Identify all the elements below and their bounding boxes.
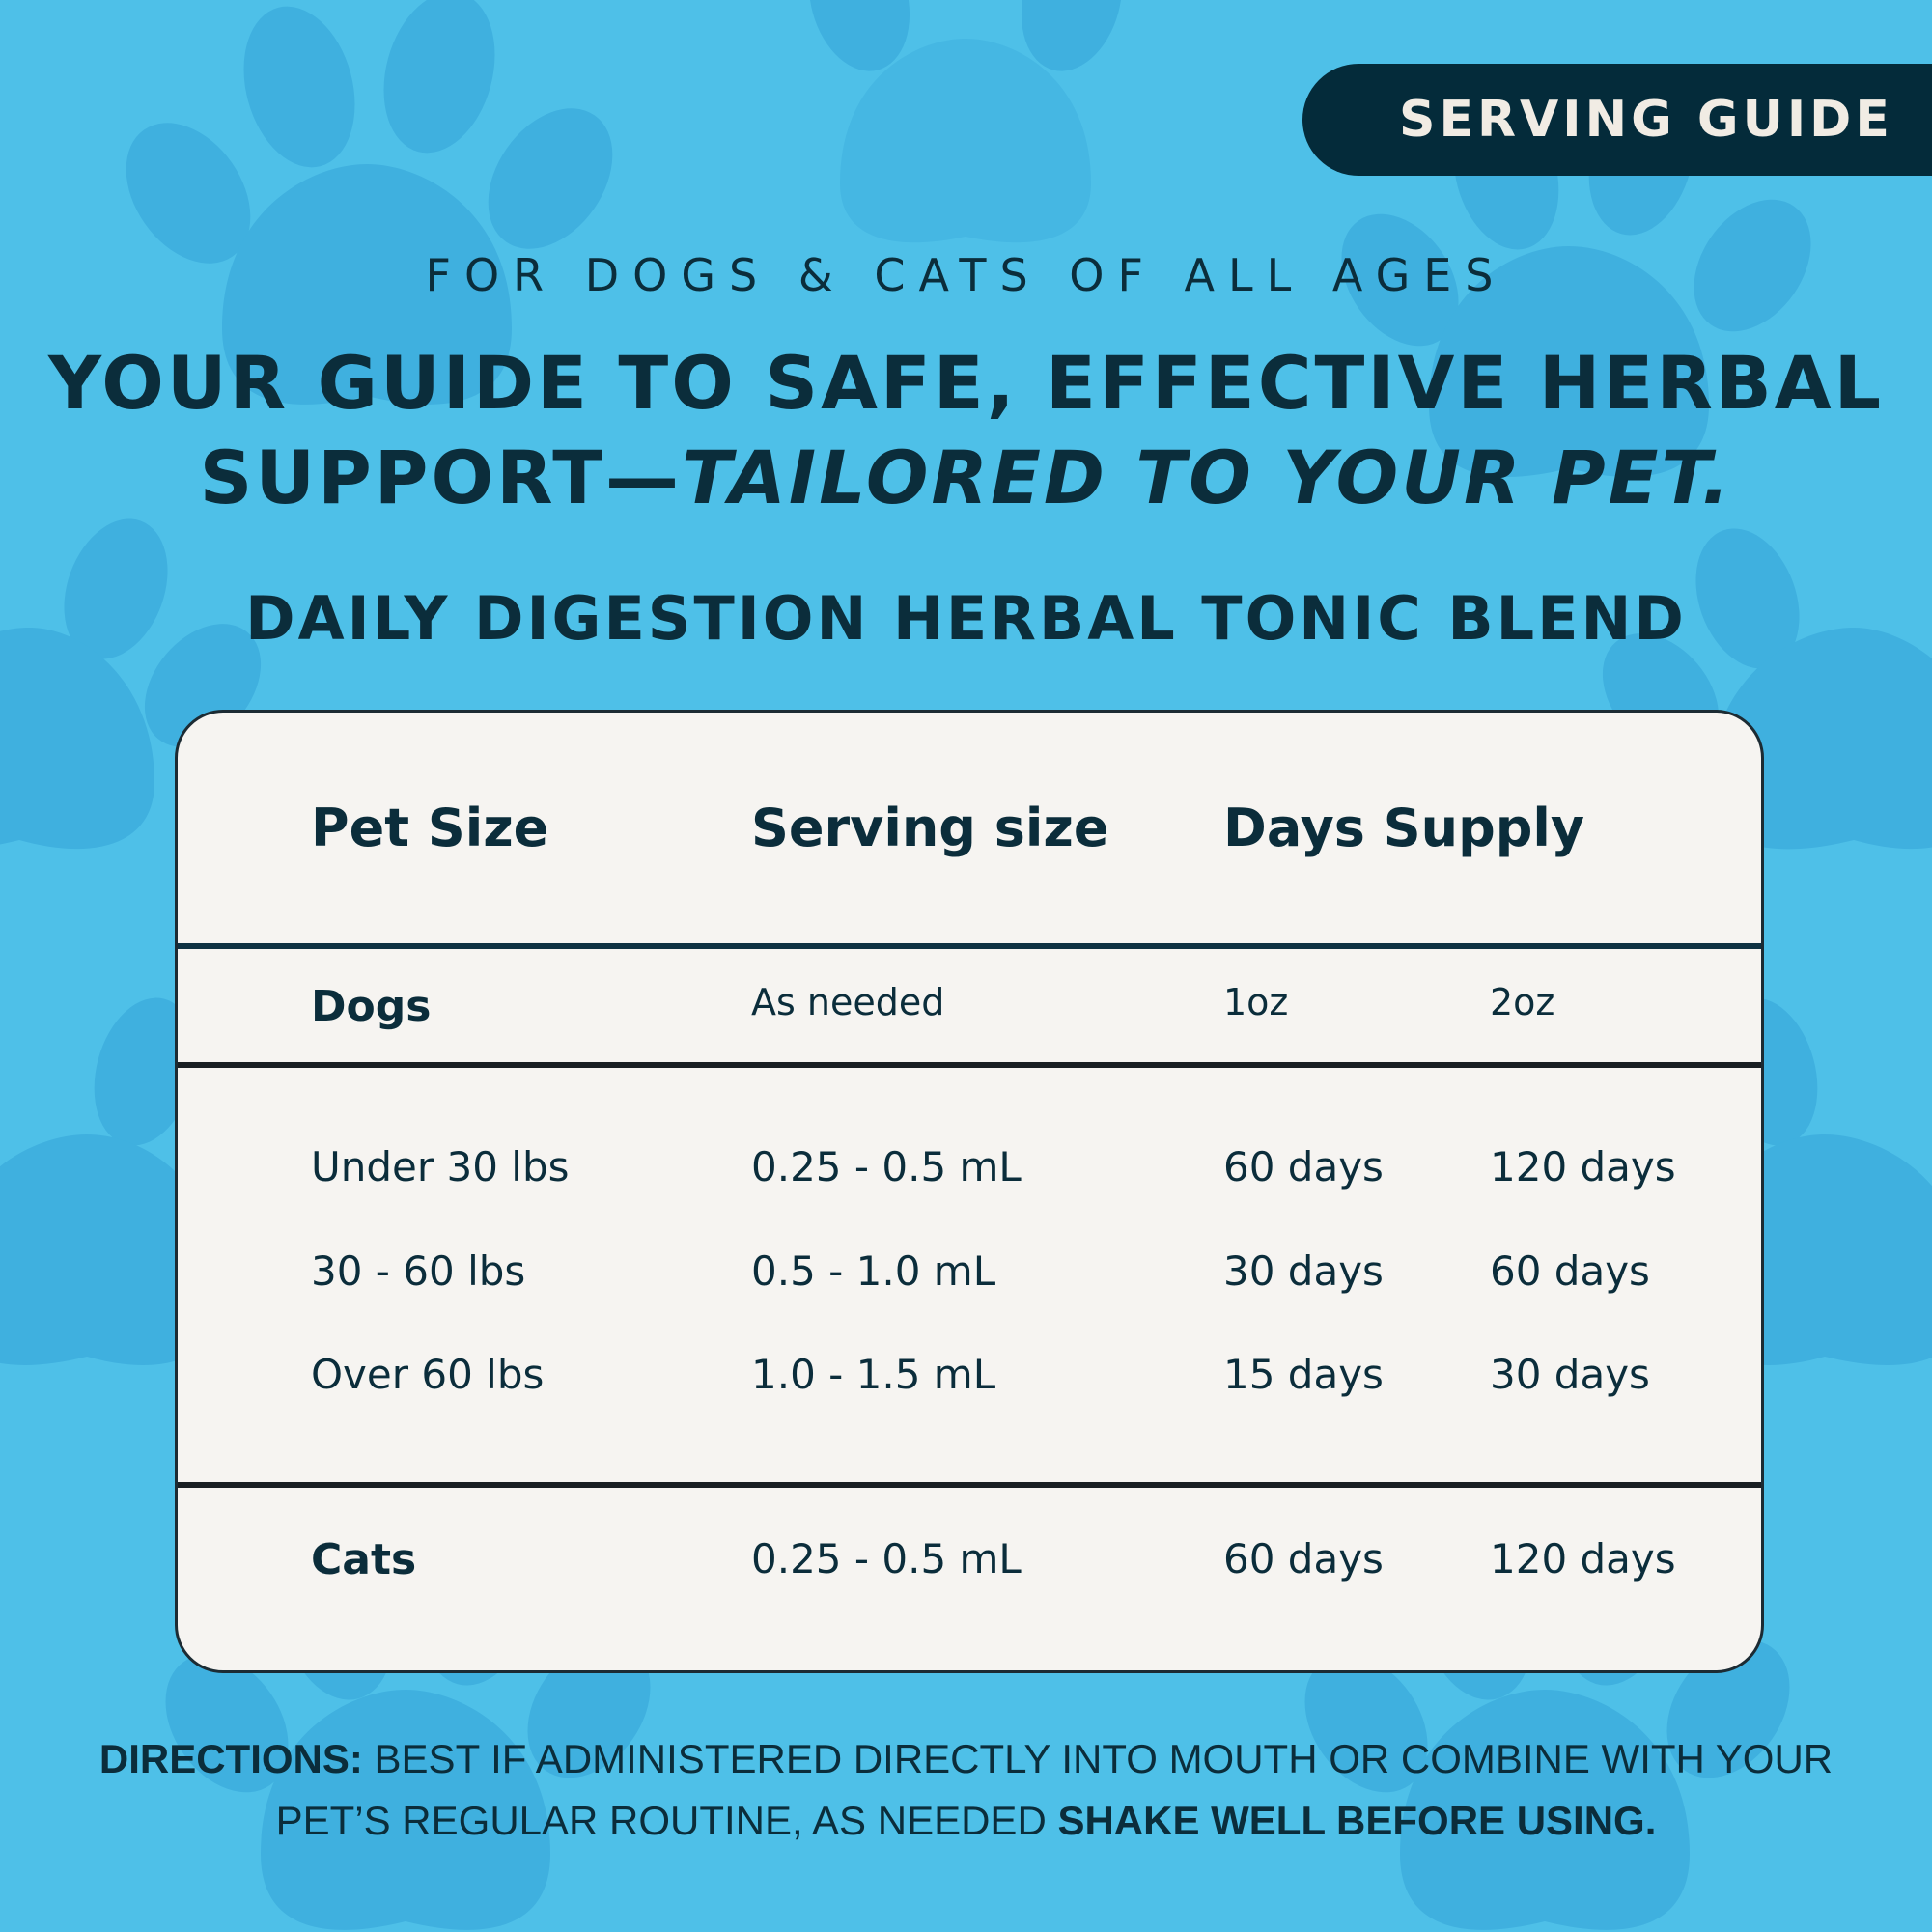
headline-plain: SUPPORT— [199, 434, 683, 520]
dogs-serving: As needed [751, 981, 945, 1023]
dogs-label: Dogs [311, 982, 432, 1031]
cats-label: Cats [311, 1535, 417, 1584]
headline-emphasis: TAILORED TO YOUR PET. [682, 434, 1733, 520]
header-divider [178, 943, 1761, 949]
serving-table: Pet Size Serving size Days Supply Dogs A… [175, 710, 1764, 1673]
product-name: DAILY DIGESTION HERBAL TONIC BLEND [245, 583, 1687, 654]
bottle-size-2oz: 2oz [1490, 981, 1555, 1023]
dog-size-cell: Over 60 lbs [311, 1351, 545, 1398]
paw-icon [126, 0, 613, 405]
dog-days-1oz-cell: 30 days [1223, 1247, 1384, 1295]
paw-icon [808, 0, 1123, 243]
dog-serving-cell: 1.0 - 1.5 mL [751, 1351, 996, 1398]
directions-text: DIRECTIONS: BEST IF ADMINISTERED DIRECTL… [77, 1728, 1855, 1852]
dogs-divider [178, 1062, 1761, 1068]
header-pet-size: Pet Size [311, 798, 549, 858]
dog-days-2oz-cell: 30 days [1490, 1351, 1650, 1398]
dog-size-cell: Under 30 lbs [311, 1143, 570, 1190]
directions-label: DIRECTIONS: [98, 1736, 363, 1781]
serving-guide-badge: SERVING GUIDE [1302, 64, 1932, 176]
header-days-supply: Days Supply [1223, 798, 1585, 858]
badge-label: SERVING GUIDE [1399, 91, 1893, 149]
cats-divider [178, 1482, 1761, 1488]
bottle-size-1oz: 1oz [1223, 981, 1289, 1023]
headline: YOUR GUIDE TO SAFE, EFFECTIVE HERBAL SUP… [0, 336, 1932, 525]
header-serving-size: Serving size [751, 798, 1109, 858]
paw-icon [0, 518, 262, 850]
dog-days-2oz-cell: 120 days [1490, 1143, 1676, 1190]
headline-line-2: SUPPORT—TAILORED TO YOUR PET. [0, 431, 1932, 525]
dog-days-1oz-cell: 60 days [1223, 1143, 1384, 1190]
audience-subtitle: FOR DOGS & CATS OF ALL AGES [425, 249, 1507, 301]
dog-size-cell: 30 - 60 lbs [311, 1247, 526, 1295]
dog-days-1oz-cell: 15 days [1223, 1351, 1384, 1398]
cats-days-2oz: 120 days [1490, 1535, 1676, 1582]
cats-serving: 0.25 - 0.5 mL [751, 1535, 1022, 1582]
directions-body: BEST IF ADMINISTERED DIRECTLY INTO MOUTH… [275, 1736, 1834, 1843]
headline-line-1: YOUR GUIDE TO SAFE, EFFECTIVE HERBAL [47, 340, 1885, 426]
directions-emphasis: SHAKE WELL BEFORE USING. [1057, 1798, 1657, 1843]
dog-days-2oz-cell: 60 days [1490, 1247, 1650, 1295]
dog-serving-cell: 0.5 - 1.0 mL [751, 1247, 996, 1295]
dog-serving-cell: 0.25 - 0.5 mL [751, 1143, 1022, 1190]
cats-days-1oz: 60 days [1223, 1535, 1384, 1582]
